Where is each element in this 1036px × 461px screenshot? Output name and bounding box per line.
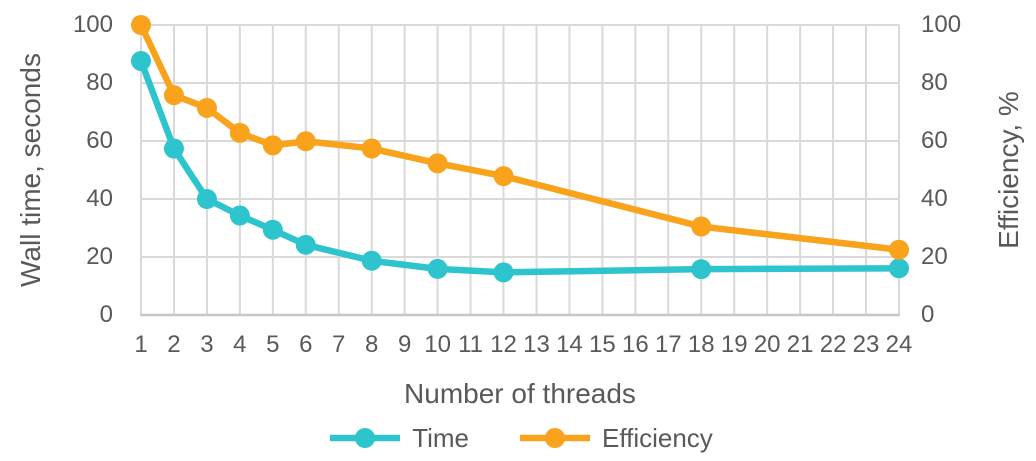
efficiency-data-marker — [493, 166, 514, 187]
time-data-marker — [131, 50, 151, 71]
time-data-marker — [427, 258, 448, 279]
x-tick-label: 4 — [233, 331, 247, 358]
legend-item-efficiency: Efficiency — [517, 423, 713, 453]
chart-legend: Time Efficiency — [141, 423, 899, 453]
efficiency-legend-glyph — [520, 428, 590, 448]
x-tick-label: 1 — [134, 331, 148, 358]
time-data-marker — [889, 258, 909, 279]
time-data-marker — [493, 262, 514, 283]
x-tick-label: 3 — [200, 331, 214, 358]
x-tick-label: 19 — [720, 331, 748, 358]
x-tick-label: 15 — [589, 331, 616, 358]
legend-label-time: Time — [412, 423, 469, 453]
left-axis-title: Wall time, seconds — [15, 53, 46, 287]
x-tick-label: 9 — [397, 331, 412, 358]
x-tick-label: 21 — [786, 331, 814, 358]
x-tick-label: 16 — [621, 331, 649, 358]
left-y-tick-label: 0 — [99, 301, 113, 328]
right-y-tick-label: 0 — [921, 301, 935, 328]
time-data-marker — [295, 234, 316, 255]
x-tick-label: 11 — [458, 331, 484, 358]
efficiency-data-marker — [427, 153, 448, 174]
time-data-marker — [262, 219, 283, 240]
x-tick-label: 6 — [299, 331, 313, 358]
x-tick-label: 24 — [885, 331, 913, 358]
left-y-tick-label: 80 — [86, 69, 113, 96]
efficiency-data-marker — [361, 138, 382, 159]
x-tick-label: 5 — [266, 331, 280, 358]
left-y-tick-label: 40 — [86, 185, 113, 212]
left-y-tick-label: 20 — [86, 243, 113, 270]
right-y-tick-label: 100 — [921, 11, 962, 38]
time-series-line — [137, 57, 903, 276]
x-tick-label: 22 — [819, 331, 847, 358]
right-axis-title: Efficiency, % — [993, 91, 1024, 249]
legend-label-efficiency: Efficiency — [602, 423, 713, 453]
right-y-tick-label: 80 — [921, 69, 948, 96]
efficiency-data-marker — [691, 216, 712, 237]
x-axis-title: Number of threads — [404, 378, 636, 409]
efficiency-data-marker — [295, 131, 316, 152]
efficiency-series-line — [137, 21, 903, 253]
x-tick-label: 12 — [490, 331, 517, 358]
efficiency-data-marker — [163, 85, 184, 106]
efficiency-data-marker — [262, 135, 283, 156]
time-data-marker — [361, 250, 382, 271]
time-data-marker — [229, 205, 250, 226]
x-tick-label: 20 — [753, 331, 781, 358]
x-tick-label: 7 — [332, 331, 346, 358]
efficiency-data-marker — [229, 122, 250, 143]
left-y-tick-label: 100 — [72, 11, 113, 38]
legend-item-time: Time — [327, 423, 469, 453]
x-tick-label: 8 — [365, 331, 379, 358]
efficiency-data-marker — [889, 239, 909, 260]
right-y-tick-label: 40 — [921, 185, 948, 212]
right-y-tick-label: 60 — [921, 127, 948, 154]
time-data-marker — [196, 189, 217, 209]
efficiency-data-marker — [196, 97, 217, 118]
x-tick-label: 14 — [556, 331, 583, 358]
right-y-tick-label: 20 — [921, 243, 948, 270]
time-data-marker — [163, 138, 184, 159]
left-y-tick-label: 60 — [86, 127, 113, 154]
efficiency-data-marker — [131, 15, 151, 35]
time-data-marker — [691, 259, 712, 280]
time-legend-glyph — [330, 428, 401, 448]
x-tick-label: 2 — [167, 331, 181, 358]
x-tick-label: 17 — [654, 331, 682, 358]
x-tick-label: 10 — [424, 331, 451, 358]
x-tick-label: 23 — [852, 331, 880, 358]
x-tick-label: 18 — [687, 331, 715, 358]
x-tick-label: 13 — [523, 331, 550, 358]
